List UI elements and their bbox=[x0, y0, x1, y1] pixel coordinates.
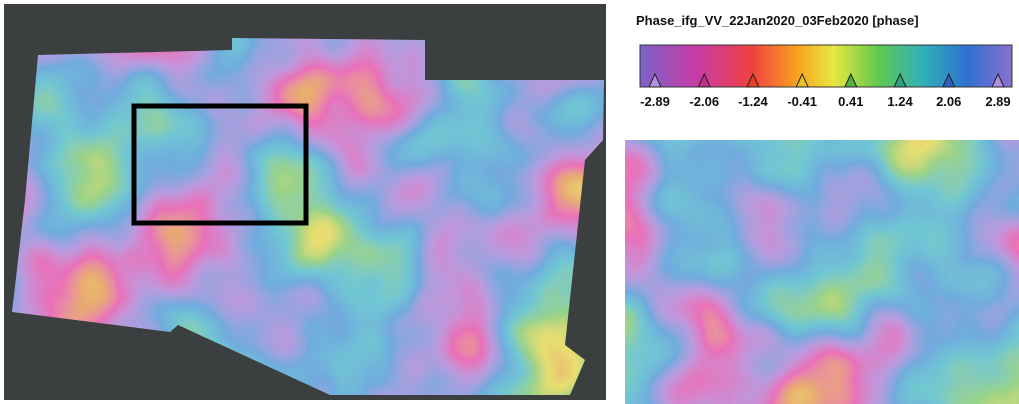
colorbar-tick-label: -0.41 bbox=[787, 94, 817, 109]
colorbar-tick-label: 0.41 bbox=[838, 94, 863, 109]
colorbar-tick-label: 2.89 bbox=[985, 94, 1010, 109]
colorbar bbox=[640, 45, 1012, 87]
colorbar-tick-label: -1.24 bbox=[738, 94, 768, 109]
colorbar-title: Phase_ifg_VV_22Jan2020_03Feb2020 [phase] bbox=[636, 13, 919, 28]
zoom-image bbox=[625, 140, 1019, 404]
colorbar-tick-label: 1.24 bbox=[887, 94, 913, 109]
colorbar-tick-label: -2.89 bbox=[640, 94, 670, 109]
colorbar-tick-label: 2.06 bbox=[936, 94, 961, 109]
page: {"colorbar": {"title": "Phase_ifg_VV_22J… bbox=[0, 0, 1019, 404]
figure: Phase_ifg_VV_22Jan2020_03Feb2020 [phase]… bbox=[0, 0, 1019, 404]
colorbar-tick-label: -2.06 bbox=[689, 94, 719, 109]
